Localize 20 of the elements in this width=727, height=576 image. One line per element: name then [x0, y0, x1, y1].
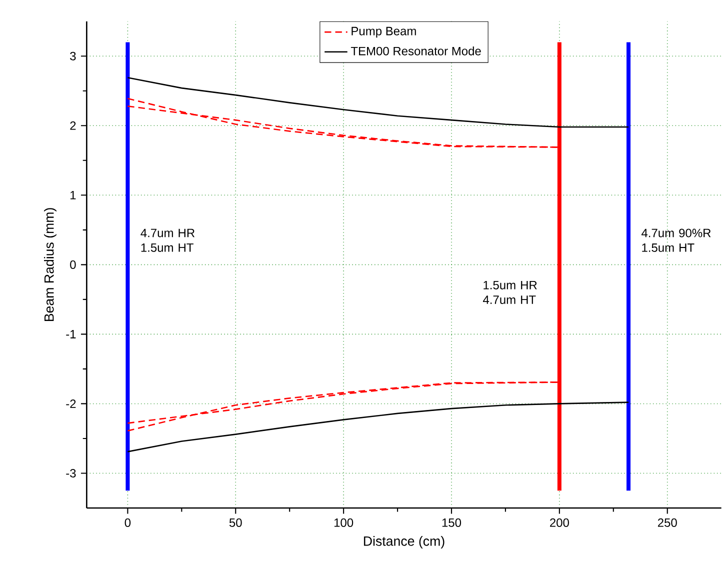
y-tick-label: 2 [70, 121, 76, 130]
x-tick-label: 150 [442, 518, 462, 527]
ref-line-label: 4.7um HR 1.5um HT [140, 228, 195, 252]
x-tick-label: 100 [334, 518, 354, 527]
ref-line-label: 4.7um 90%R 1.5um HT [641, 228, 711, 252]
legend-label: Pump Beam [352, 26, 416, 38]
y-tick-label: 1 [70, 191, 76, 200]
x-tick-label: 0 [124, 518, 131, 527]
y-tick-label: 0 [70, 260, 76, 269]
y-tick-label: -3 [66, 468, 76, 478]
x-tick-label: 250 [658, 518, 677, 527]
y-tick-label: -2 [66, 400, 76, 408]
y-tick-label: 3 [70, 52, 76, 60]
y-tick-label: -1 [66, 330, 76, 338]
x-axis-title: Distance (cm) [364, 536, 444, 548]
ref-line-label: 1.5um HR 4.7um HT [482, 280, 537, 304]
x-tick-label: 200 [550, 518, 569, 527]
y-axis-title: Beam Radius (mm) [44, 208, 56, 321]
legend-label: TEM00 Resonator Mode [350, 46, 481, 56]
x-tick-label: 50 [229, 518, 242, 527]
